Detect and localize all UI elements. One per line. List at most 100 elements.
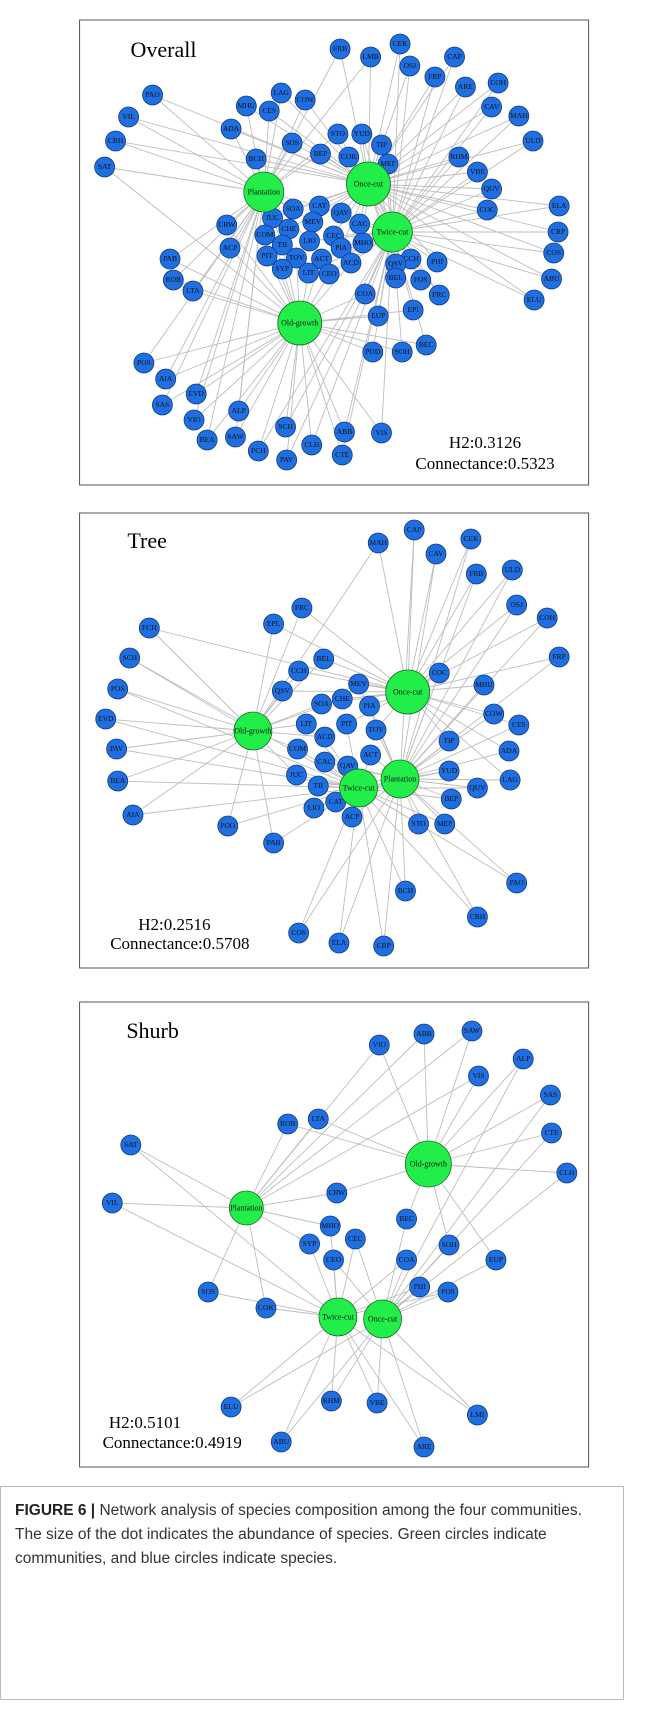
- species-node: [327, 123, 349, 145]
- species-label: SOA: [314, 699, 330, 708]
- connectance-value: Connectance:0.5708: [110, 934, 249, 953]
- species-node: [196, 429, 218, 451]
- species-label: ALP: [516, 1054, 530, 1063]
- caption-text: Network analysis of species composition …: [15, 1502, 582, 1567]
- species-node: [220, 118, 242, 140]
- edge: [392, 231, 535, 301]
- species-label: ACD: [343, 258, 359, 267]
- panel-frame: [79, 1001, 590, 1468]
- species-label: VBE: [370, 1398, 385, 1407]
- species-node: [424, 66, 446, 88]
- species-node: [307, 775, 329, 797]
- species-node: [310, 143, 331, 165]
- species-label: STO: [412, 819, 427, 828]
- species-node: [385, 267, 407, 289]
- species-label: JUC: [266, 213, 279, 222]
- species-label: ADA: [223, 124, 240, 133]
- edge: [368, 183, 559, 233]
- species-label: TII: [313, 781, 323, 790]
- species-node: [359, 695, 380, 717]
- species-label: PAV: [280, 455, 294, 464]
- species-label: CRH: [470, 912, 486, 921]
- edge: [377, 542, 409, 693]
- species-label: LAG: [274, 88, 290, 97]
- species-node: [402, 299, 424, 321]
- edge: [286, 231, 393, 461]
- edge: [128, 116, 369, 185]
- edge: [285, 231, 393, 428]
- species-label: CLH: [559, 1168, 575, 1177]
- species-label: BEA: [200, 435, 216, 444]
- species-node: [142, 84, 164, 106]
- edge: [115, 140, 369, 185]
- species-node: [467, 906, 488, 928]
- species-label: LTA: [186, 286, 200, 295]
- species-label: OSJ: [510, 600, 523, 609]
- edge: [399, 569, 513, 780]
- species-node: [426, 251, 448, 273]
- edge: [273, 623, 408, 693]
- species-label: SOS: [201, 1287, 215, 1296]
- species-node: [219, 237, 241, 259]
- species-label: QUV: [483, 184, 500, 193]
- species-node: [391, 341, 413, 363]
- edge: [391, 43, 401, 233]
- species-label: CAV: [484, 102, 499, 111]
- species-node: [428, 662, 450, 684]
- species-node: [271, 680, 293, 702]
- species-label: SCH: [278, 422, 293, 431]
- species-label: PHI: [414, 1282, 427, 1291]
- species-node: [543, 242, 565, 264]
- species-label: ARE: [458, 82, 473, 91]
- h2-value: H2:0.3126: [449, 433, 521, 452]
- species-node: [288, 660, 310, 682]
- species-label: CAC: [317, 757, 332, 766]
- panel-frame: [79, 19, 590, 486]
- species-label: ACT: [314, 254, 329, 263]
- species-node: [295, 713, 317, 735]
- species-label: ELA: [552, 201, 567, 210]
- edge: [257, 322, 301, 452]
- species-label: POS: [137, 358, 151, 367]
- species-label: ALP: [232, 406, 246, 415]
- species-node: [277, 1113, 299, 1135]
- species-label: LMB: [362, 52, 378, 61]
- network-panel: MAH CAP CAV CEK FRB ULD OSJ COH FRP FCH EPL FRC SCH P…: [79, 512, 590, 969]
- community-label: Once-cut: [393, 687, 423, 696]
- species-node: [556, 1162, 578, 1184]
- species-node: [330, 202, 352, 224]
- edge: [206, 191, 265, 441]
- species-label: TIP: [443, 736, 454, 745]
- edge: [358, 787, 517, 884]
- species-label: CES: [262, 106, 276, 115]
- edge: [112, 1202, 339, 1318]
- community-node: [277, 300, 323, 346]
- edge: [382, 1318, 478, 1416]
- edge: [368, 183, 552, 280]
- species-label: TOV: [368, 725, 384, 734]
- edge: [391, 65, 411, 233]
- species-node: [338, 146, 360, 168]
- community-node: [363, 1299, 402, 1339]
- species-label: ACP: [345, 812, 360, 821]
- species-label: FRP: [552, 652, 565, 661]
- species-label: ELU: [224, 1402, 239, 1411]
- community-label: Twice-cut: [343, 783, 376, 792]
- edge: [143, 191, 265, 364]
- edge: [193, 322, 301, 421]
- edge: [130, 1144, 247, 1209]
- species-label: STO: [331, 129, 346, 138]
- species-node: [311, 693, 332, 715]
- species-label: MEF: [380, 159, 395, 168]
- community-node: [318, 1297, 358, 1337]
- edges: [112, 1030, 568, 1448]
- species-label: ULD: [525, 136, 541, 145]
- species-node: [465, 563, 487, 585]
- species-node: [541, 1122, 562, 1144]
- species-label: MAH: [369, 538, 387, 547]
- species-label: CAT: [329, 797, 344, 806]
- species-node: [320, 1390, 342, 1412]
- edge: [391, 56, 455, 233]
- species-node: [371, 134, 392, 156]
- species-node: [522, 130, 544, 152]
